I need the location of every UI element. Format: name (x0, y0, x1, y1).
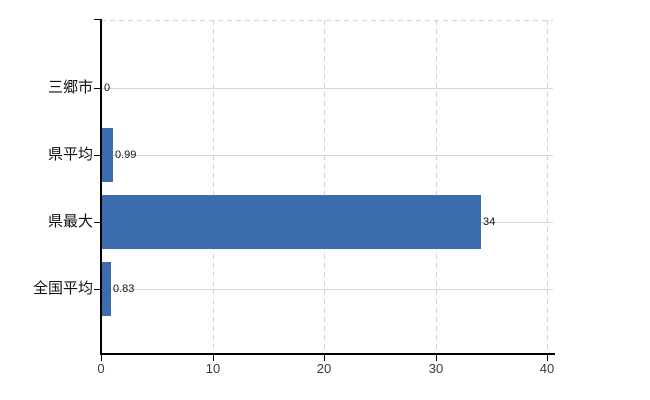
x-tick-label: 40 (539, 361, 555, 376)
y-axis-line (100, 19, 102, 354)
x-tick-label: 10 (205, 361, 221, 376)
horizontal-gridline (101, 155, 553, 156)
x-axis-tick (436, 355, 437, 361)
data-bar (102, 195, 481, 249)
x-axis-tick (213, 355, 214, 361)
vertical-gridline (213, 20, 214, 354)
category-label: 三郷市 (47, 79, 93, 96)
vertical-gridline (324, 20, 325, 354)
horizontal-gridline (101, 88, 553, 89)
x-axis-tick (324, 355, 325, 361)
data-bar (102, 262, 111, 316)
vertical-gridline (547, 20, 548, 354)
category-label: 県平均 (47, 146, 93, 163)
x-tick-label: 20 (316, 361, 332, 376)
category-label: 県最大 (47, 213, 93, 230)
data-bar (102, 128, 113, 182)
plot-top-border (101, 20, 553, 21)
y-axis-tick (94, 222, 100, 223)
vertical-gridline (436, 20, 437, 354)
horizontal-gridline (101, 289, 553, 290)
x-tick-label: 0 (97, 361, 105, 376)
bar-value-label: 34 (483, 216, 496, 228)
y-axis-tick (94, 289, 100, 290)
bar-value-label: 0.83 (113, 283, 135, 295)
y-axis-tick (94, 155, 100, 156)
x-axis-tick (101, 355, 102, 361)
bar-value-label: 0 (104, 82, 111, 94)
category-label: 全国平均 (32, 280, 93, 297)
x-axis-line (100, 353, 555, 355)
x-tick-label: 30 (428, 361, 444, 376)
bar-value-label: 0.99 (115, 149, 137, 161)
x-axis-tick (547, 355, 548, 361)
y-axis-tick (94, 19, 100, 20)
y-axis-tick (94, 88, 100, 89)
